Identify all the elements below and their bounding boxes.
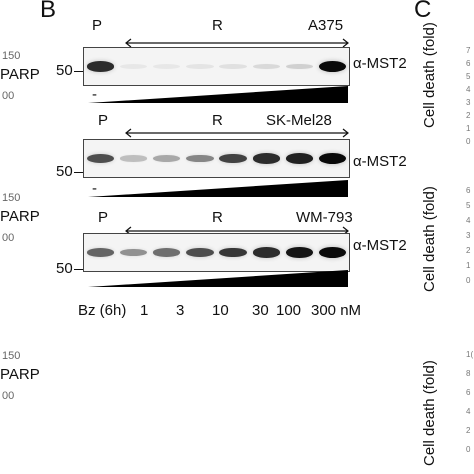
blot-band [285, 153, 313, 164]
left-marker-150-3: 150 [2, 350, 21, 362]
blot-band [120, 63, 148, 70]
bz-dose-10: 10 [212, 302, 229, 319]
blot1-r-label: R [212, 17, 223, 34]
blot-band [153, 155, 181, 162]
blot-band [186, 247, 214, 258]
axis-tick-label: 1 [466, 261, 471, 270]
blot1-p-label: P [92, 17, 103, 34]
cell-death-ylabel-1: Cell death (fold) [421, 22, 438, 128]
blot2-marker-50: 50 [56, 163, 73, 180]
blot-band [252, 63, 280, 70]
blot2-p-label: P [98, 112, 109, 129]
left-marker-00-2: 00 [2, 232, 15, 244]
bz-dose-100: 100 [276, 302, 302, 319]
blot-band [285, 247, 313, 258]
axis-tick-label: 6 [466, 388, 471, 397]
left-label-parp-2: PARP [0, 208, 40, 225]
axis-tick-label: 5 [466, 72, 471, 81]
axis-tick-label: 1 [466, 124, 471, 133]
blot3-membrane [83, 233, 350, 272]
blot-band [120, 155, 148, 162]
blot3-marker-tick [74, 269, 83, 270]
blot2-dose-wedge [88, 180, 348, 197]
blot-band [219, 247, 247, 258]
cell-death-ylabel-3: Cell death (fold) [421, 360, 438, 466]
axis-tick-label: 3 [466, 231, 471, 240]
axis-tick-label: 8 [466, 369, 471, 378]
blot-band [153, 63, 181, 70]
blot1-marker-tick [74, 71, 83, 72]
blot3-r-label: R [212, 209, 223, 226]
bz-dose-300nm: 300 nM [311, 302, 362, 319]
axis-tick-label: 7 [466, 46, 471, 55]
left-marker-150-1: 150 [2, 50, 21, 62]
axis-tick-label: 4 [466, 216, 471, 225]
axis-tick-label: 6 [466, 186, 471, 195]
axis-tick-label: 2 [466, 426, 471, 435]
blot-band [86, 153, 115, 164]
left-label-parp-1: PARP [0, 66, 40, 83]
axis-tick-label: 2 [466, 111, 471, 120]
blot-band [252, 247, 280, 258]
axis-tick-label: 1( [466, 350, 474, 359]
panel-letter-b: B [40, 0, 57, 23]
axis-tick-label: 6 [466, 59, 471, 68]
bz-dose-30: 30 [252, 302, 269, 319]
cell-death-ylabel-2: Cell death (fold) [421, 186, 438, 292]
panel-letter-c: C [414, 0, 432, 23]
bz-label: Bz (6h) [78, 302, 127, 319]
axis-tick-label: 0 [466, 276, 471, 285]
axis-tick-label: 4 [466, 85, 471, 94]
left-marker-150-2: 150 [2, 192, 21, 204]
blot2-marker-tick [74, 172, 83, 173]
blot2-bracket-arrow [125, 128, 349, 138]
bz-dose-3: 3 [176, 302, 185, 319]
blot-band [120, 248, 148, 257]
blot-band [219, 153, 247, 164]
axis-tick-label: 0 [466, 445, 471, 454]
blot-band [318, 247, 346, 258]
blot-band [153, 248, 181, 257]
blot2-antibody-label: α-MST2 [353, 153, 407, 170]
blot3-marker-50: 50 [56, 260, 73, 277]
blot2-r-label: R [212, 112, 223, 129]
blot-band [318, 153, 346, 164]
left-label-parp-3: PARP [0, 366, 40, 383]
axis-tick-label: 2 [466, 246, 471, 255]
blot-band [318, 61, 346, 72]
blot-band [86, 61, 115, 72]
blot1-membrane [83, 47, 350, 86]
blot3-cell-line: WM-793 [296, 209, 353, 226]
blot-band [252, 153, 280, 164]
axis-tick-label: 0 [466, 137, 471, 146]
left-marker-00-3: 00 [2, 390, 15, 402]
blot-band [285, 63, 313, 70]
blot-band [86, 248, 115, 257]
left-marker-00-1: 00 [2, 90, 15, 102]
blot-band [186, 154, 214, 163]
bz-dose-1: 1 [140, 302, 149, 319]
blot1-antibody-label: α-MST2 [353, 55, 407, 72]
axis-tick-label: 3 [466, 98, 471, 107]
blot2-membrane [83, 139, 350, 178]
blot2-cell-line: SK-Mel28 [266, 112, 332, 129]
blot-band [219, 63, 247, 70]
axis-tick-label: 4 [466, 407, 471, 416]
blot1-marker-50: 50 [56, 62, 73, 79]
blot3-p-label: P [98, 209, 109, 226]
blot1-cell-line: A375 [308, 17, 344, 34]
blot1-dose-wedge [88, 86, 348, 103]
blot-band [186, 63, 214, 70]
blot3-antibody-label: α-MST2 [353, 237, 407, 254]
blot3-dose-wedge [88, 270, 348, 287]
axis-tick-label: 5 [466, 201, 471, 210]
blot1-bracket-arrow [125, 38, 349, 48]
